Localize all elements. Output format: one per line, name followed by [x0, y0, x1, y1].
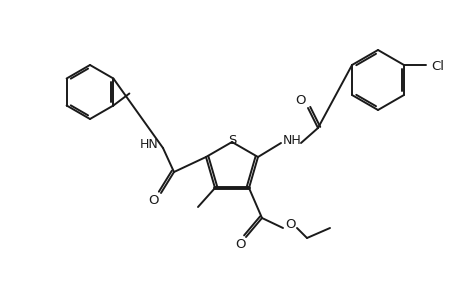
Text: O: O	[235, 238, 246, 251]
Text: O: O	[285, 218, 296, 230]
Text: HN: HN	[140, 137, 158, 151]
Text: O: O	[148, 194, 159, 206]
Text: O: O	[295, 94, 306, 107]
Text: Cl: Cl	[431, 59, 443, 73]
Text: S: S	[227, 134, 235, 148]
Text: NH: NH	[282, 134, 301, 146]
